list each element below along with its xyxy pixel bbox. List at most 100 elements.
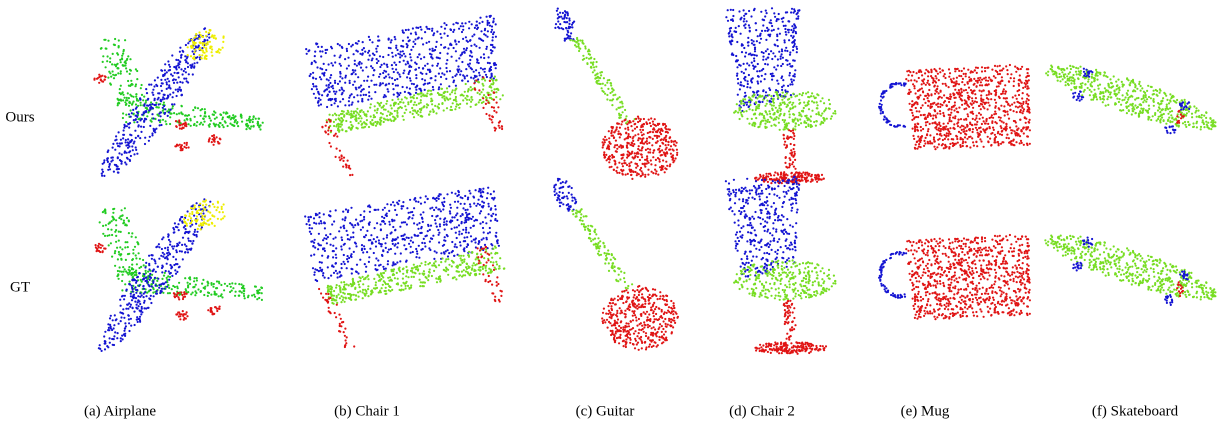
point [150, 84, 152, 86]
point [1070, 68, 1072, 70]
point [642, 137, 644, 139]
point [182, 82, 184, 84]
point [999, 65, 1001, 67]
point [1201, 121, 1203, 123]
point [937, 106, 939, 108]
point [1084, 83, 1086, 85]
point [234, 115, 236, 117]
point [657, 135, 659, 137]
point [441, 72, 443, 74]
point [1070, 82, 1072, 84]
point [772, 113, 774, 115]
point [795, 122, 797, 124]
point [490, 52, 492, 54]
point [1107, 83, 1109, 85]
point [784, 28, 786, 30]
point [409, 77, 411, 79]
point [999, 83, 1001, 85]
point [611, 127, 613, 129]
point [390, 47, 392, 49]
point [438, 103, 440, 105]
point [495, 128, 497, 130]
point [489, 80, 491, 82]
point [806, 176, 808, 178]
point [735, 31, 737, 33]
point [794, 128, 796, 130]
point [930, 142, 932, 144]
point [392, 56, 394, 58]
point [980, 131, 982, 133]
point [764, 78, 766, 80]
point [437, 63, 439, 65]
point [818, 111, 820, 113]
point [102, 61, 104, 63]
point [592, 71, 594, 73]
point [373, 84, 375, 86]
point [358, 87, 360, 89]
point [668, 141, 670, 143]
point [1102, 101, 1104, 103]
point [151, 113, 153, 115]
point [108, 166, 110, 168]
point [490, 83, 492, 85]
point [312, 72, 314, 74]
point [995, 141, 997, 143]
point [390, 39, 392, 41]
point [966, 124, 968, 126]
point [770, 73, 772, 75]
point [1170, 114, 1172, 116]
point [649, 122, 651, 124]
point [192, 57, 194, 59]
point [785, 125, 787, 127]
point [103, 159, 105, 161]
point [1009, 105, 1011, 107]
point [962, 78, 964, 80]
point [1010, 77, 1012, 79]
point [1120, 110, 1122, 112]
point [921, 87, 923, 89]
point [420, 90, 422, 92]
point [110, 84, 112, 86]
point [796, 95, 798, 97]
point [409, 111, 411, 113]
point [782, 119, 784, 121]
point [735, 27, 737, 29]
point [748, 24, 750, 26]
point [182, 51, 184, 53]
point [990, 144, 992, 146]
point [175, 89, 177, 91]
point [949, 116, 951, 118]
point [592, 62, 594, 64]
point [193, 67, 195, 69]
point [466, 103, 468, 105]
point [903, 83, 905, 85]
point [214, 118, 216, 120]
point [195, 35, 197, 37]
point [627, 129, 629, 131]
point [471, 68, 473, 70]
point [401, 55, 403, 57]
point [112, 147, 114, 149]
point [349, 80, 351, 82]
point [640, 126, 642, 128]
point [447, 35, 449, 37]
point [104, 39, 106, 41]
point [994, 121, 996, 123]
point [777, 45, 779, 47]
point [357, 100, 359, 102]
point [620, 106, 622, 108]
point [335, 100, 337, 102]
point [1073, 83, 1075, 85]
point [793, 114, 795, 116]
point [630, 174, 632, 176]
point [326, 78, 328, 80]
point [992, 127, 994, 129]
point [452, 81, 454, 83]
point [900, 84, 902, 86]
point [338, 156, 340, 158]
point [762, 68, 764, 70]
point [468, 65, 470, 67]
point [790, 96, 792, 98]
point [194, 51, 196, 53]
point [495, 111, 497, 113]
